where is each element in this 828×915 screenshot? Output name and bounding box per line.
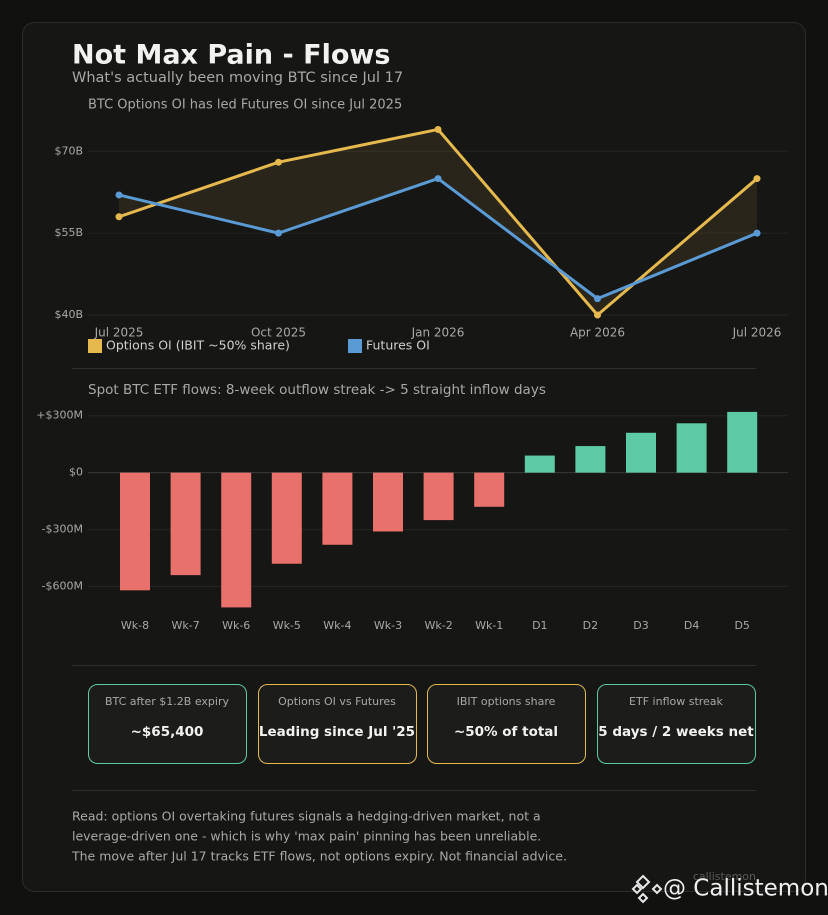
point (115, 213, 123, 221)
bar (221, 472, 252, 608)
x-tick-label: Wk-8 (121, 619, 149, 632)
x-tick-label: Apr 2026 (570, 326, 625, 340)
stat-value: ~$65,400 (131, 724, 204, 740)
stat-label: ETF inflow streak (629, 695, 724, 708)
x-tick-label: Wk-1 (475, 619, 503, 632)
y-tick-label: -$300M (42, 523, 83, 536)
y-tick-label: $0 (69, 466, 83, 479)
legend-swatch (348, 339, 362, 353)
bar (322, 472, 353, 545)
bar (626, 432, 656, 473)
x-tick-label: Jul 2025 (94, 326, 144, 340)
point (434, 175, 442, 183)
stat-value: Leading since Jul '25 (259, 724, 415, 740)
point (594, 295, 601, 303)
point (115, 191, 123, 199)
page-title: Not Max Pain - Flows (72, 40, 390, 71)
legend-label: Options OI (IBIT ~50% share) (106, 338, 290, 353)
stat-label: BTC after $1.2B expiry (105, 695, 229, 708)
x-tick-label: Wk-5 (273, 619, 301, 632)
point (594, 311, 601, 319)
x-tick-label: D2 (583, 619, 598, 632)
x-tick-label: Jan 2026 (411, 326, 465, 340)
bar (373, 472, 403, 532)
spread-area (119, 129, 757, 315)
watermark-small: callistemon (693, 870, 756, 883)
x-tick-label: Wk-2 (424, 619, 452, 632)
page-subtitle: What's actually been moving BTC since Ju… (72, 70, 403, 86)
x-tick-label: Wk-6 (222, 619, 250, 632)
bar (676, 423, 707, 473)
bar (727, 411, 758, 473)
point (275, 158, 282, 166)
stat-card (88, 684, 247, 764)
stat-card (427, 684, 586, 764)
watermark-handle: @ Callistemon (663, 876, 828, 902)
y-tick-label: -$600M (42, 580, 83, 593)
x-tick-label: Oct 2025 (251, 326, 306, 340)
point (753, 175, 761, 183)
x-tick-label: Jul 2026 (732, 326, 782, 340)
y-tick-label: $55B (54, 226, 83, 239)
stat-value: 5 days / 2 weeks net (598, 724, 754, 740)
bar (120, 472, 150, 591)
panel (22, 22, 806, 892)
bar (524, 455, 555, 473)
chart-title: Spot BTC ETF flows: 8-week outflow strea… (88, 382, 546, 398)
y-tick-label: +$300M (36, 409, 83, 422)
stat-label: IBIT options share (457, 695, 556, 708)
point (434, 125, 442, 133)
note-line: leverage-driven one - which is why 'max … (72, 829, 541, 844)
x-tick-label: Wk-4 (323, 619, 351, 632)
note-line: The move after Jul 17 tracks ETF flows, … (71, 849, 567, 864)
logo (631, 874, 663, 904)
y-tick-label: $70B (54, 144, 83, 157)
x-tick-label: Wk-7 (171, 619, 199, 632)
x-tick-label: D3 (633, 619, 648, 632)
x-tick-label: D5 (734, 619, 749, 632)
stat-value: ~50% of total (454, 724, 558, 740)
y-tick-label: $40B (54, 308, 83, 321)
bar (474, 472, 505, 507)
legend-swatch (88, 339, 102, 353)
legend-label: Futures OI (366, 338, 430, 353)
x-tick-label: Wk-3 (374, 619, 402, 632)
bar (271, 472, 302, 564)
note-line: Read: options OI overtaking futures sign… (72, 809, 541, 824)
bar (575, 446, 606, 473)
chart-title: BTC Options OI has led Futures OI since … (88, 98, 402, 113)
x-tick-label: D1 (532, 619, 547, 632)
stat-card (597, 684, 756, 764)
point (753, 229, 761, 237)
bar (170, 472, 201, 576)
point (275, 229, 282, 237)
stat-label: Options OI vs Futures (278, 695, 396, 708)
stat-card (258, 684, 417, 764)
x-tick-label: D4 (684, 619, 699, 632)
bar (423, 472, 454, 521)
